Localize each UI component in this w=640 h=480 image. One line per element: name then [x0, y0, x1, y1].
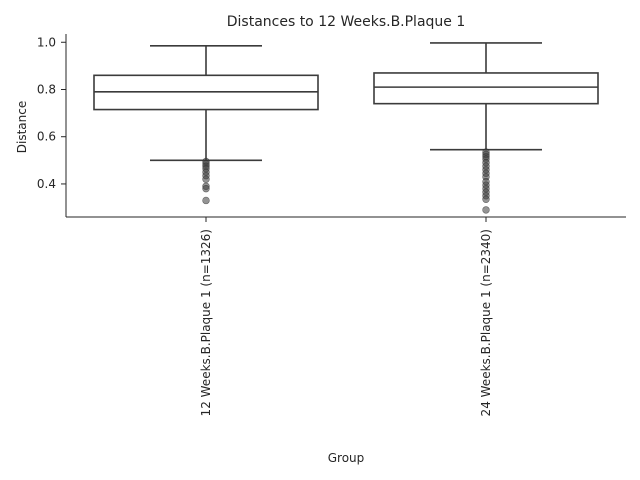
outlier-point	[202, 175, 210, 183]
boxes-group	[93, 42, 599, 214]
x-axis-label: Group	[328, 451, 365, 465]
x-tick-label: 24 Weeks.B.Plaque 1 (n=2340)	[479, 229, 493, 416]
box-iqr	[373, 72, 599, 105]
x-tick-label: 12 Weeks.B.Plaque 1 (n=1326)	[199, 229, 213, 416]
y-axis-label: Distance	[15, 101, 29, 153]
y-tick-label: 1.0	[37, 35, 56, 49]
outlier-point	[482, 206, 490, 214]
y-tick-label: 0.4	[37, 177, 56, 191]
y-tick-label: 0.6	[37, 130, 56, 144]
outlier-point	[482, 195, 490, 203]
x-tick-group: 12 Weeks.B.Plaque 1 (n=1326) 24 Weeks.B.P…	[199, 217, 493, 416]
y-tick-label: 0.8	[37, 82, 56, 96]
outlier-point	[202, 184, 210, 193]
outlier-point	[202, 196, 210, 205]
box-group-1	[93, 45, 319, 205]
chart-title: Distances to 12 Weeks.B.Plaque 1	[227, 14, 466, 30]
y-tick-group: 0.4 0.6 0.8 1.0	[37, 35, 66, 191]
box-group-2	[373, 42, 599, 214]
